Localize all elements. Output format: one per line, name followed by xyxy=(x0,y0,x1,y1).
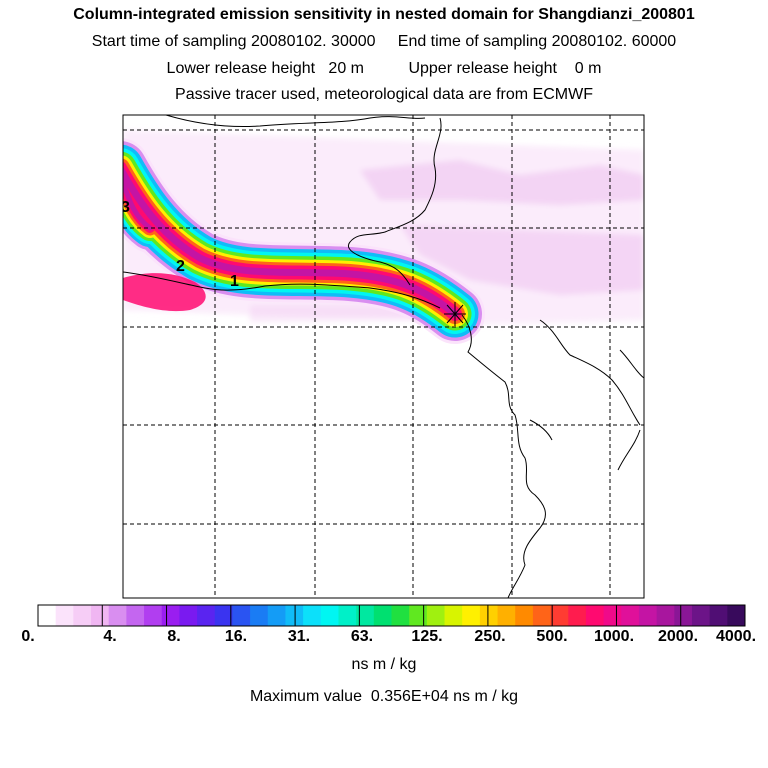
colorbar-tick-label: 1000. xyxy=(593,628,635,645)
grid-lines xyxy=(123,115,644,598)
border-line-north xyxy=(165,115,426,128)
colorbar-cell xyxy=(585,605,605,626)
colorbar-cell xyxy=(161,605,180,626)
colorbar-tick-label: 4000. xyxy=(715,628,757,645)
colorbar-tick-label: 125. xyxy=(411,628,443,645)
colorbar-cell xyxy=(373,605,392,626)
colorbar-cell xyxy=(550,605,569,626)
colorbar-cell xyxy=(108,605,127,626)
plume-band-2000 xyxy=(123,175,153,231)
colorbar-tick-label: 16. xyxy=(224,628,248,645)
unit-label: ns m / kg xyxy=(351,656,417,673)
colorbar-cell xyxy=(515,605,534,626)
colorbar-cell xyxy=(55,605,74,626)
map-frame xyxy=(122,114,645,599)
colorbar-cell xyxy=(267,605,286,626)
coastline-peninsula-east xyxy=(539,319,641,471)
colorbar-cell xyxy=(426,605,446,626)
colorbar-cell xyxy=(285,605,304,626)
colorbar-cell xyxy=(320,605,339,626)
colorbar-tick-label: 8. xyxy=(167,628,181,645)
colorbar-cell xyxy=(38,605,57,626)
colorbar-cell xyxy=(250,605,269,626)
colorbar-cell xyxy=(126,605,145,626)
colorbar-cell xyxy=(691,605,711,626)
colorbar-cell xyxy=(462,605,481,626)
colorbar-cell xyxy=(214,605,233,626)
release-height-line: Lower release height 20 m Upper release … xyxy=(166,60,602,77)
plume-layer xyxy=(123,138,485,344)
colorbar xyxy=(37,604,746,627)
day-label-3: 3 xyxy=(121,199,130,216)
colorbar-cell xyxy=(179,605,198,626)
max-value-label: Maximum value 0.356E+04 ns m / kg xyxy=(249,688,519,705)
coastlines xyxy=(123,115,644,598)
plume-west-lobe xyxy=(123,273,206,312)
colorbar-tick-label: 250. xyxy=(474,628,506,645)
colorbar-tick-label: 63. xyxy=(350,628,374,645)
colorbar-tick-label: 31. xyxy=(287,628,311,645)
coastline-peninsula-west xyxy=(461,314,546,598)
colorbar-cell xyxy=(144,605,163,626)
coastline-bohai xyxy=(347,117,442,286)
haze-streak-north xyxy=(360,160,644,205)
tracer-info-line: Passive tracer used, meteorological data… xyxy=(175,86,593,103)
colorbar-cell xyxy=(409,605,428,626)
colorbar-tick-label: 0. xyxy=(21,628,35,645)
colorbar-cell xyxy=(621,605,640,626)
colorbar-tick-label: 4. xyxy=(103,628,117,645)
coastline-fragment xyxy=(619,349,644,379)
haze-streak-south xyxy=(250,305,420,322)
colorbar-cell xyxy=(497,605,516,626)
border-line-south xyxy=(123,271,441,309)
sampling-time-line: Start time of sampling 20080102. 30000 E… xyxy=(91,33,677,50)
plume-band-2000 xyxy=(123,166,459,318)
colorbar-cell xyxy=(391,605,410,626)
day-label-1: 1 xyxy=(230,273,239,290)
colorbar-cell xyxy=(656,605,675,626)
colorbar-cell xyxy=(727,605,746,626)
colorbar-cell xyxy=(73,605,92,626)
colorbar-cell xyxy=(303,605,322,626)
map-panel: 3 2 1 xyxy=(121,114,645,599)
colorbar-tick-label: 2000. xyxy=(657,628,699,645)
colorbar-tick-label: 500. xyxy=(536,628,568,645)
colorbar-cell xyxy=(638,605,658,626)
colorbar-cell xyxy=(444,605,463,626)
colorbar-cell xyxy=(91,605,110,626)
colorbar-cells xyxy=(38,605,746,626)
colorbar-cell xyxy=(197,605,216,626)
colorbar-cell xyxy=(674,605,693,626)
day-label-2: 2 xyxy=(176,258,185,275)
colorbar-cell xyxy=(479,605,499,626)
colorbar-cell xyxy=(532,605,552,626)
receptor-marker xyxy=(444,302,466,326)
colorbar-cell xyxy=(356,605,375,626)
colorbar-cell xyxy=(232,605,251,626)
chart-title: Column-integrated emission sensitivity i… xyxy=(73,6,695,23)
colorbar-cell xyxy=(338,605,357,626)
haze-streak-east xyxy=(400,225,644,295)
colorbar-frame xyxy=(37,604,746,627)
colorbar-cell xyxy=(603,605,622,626)
colorbar-cell xyxy=(568,605,587,626)
island-outline xyxy=(529,419,553,441)
colorbar-cell xyxy=(709,605,728,626)
